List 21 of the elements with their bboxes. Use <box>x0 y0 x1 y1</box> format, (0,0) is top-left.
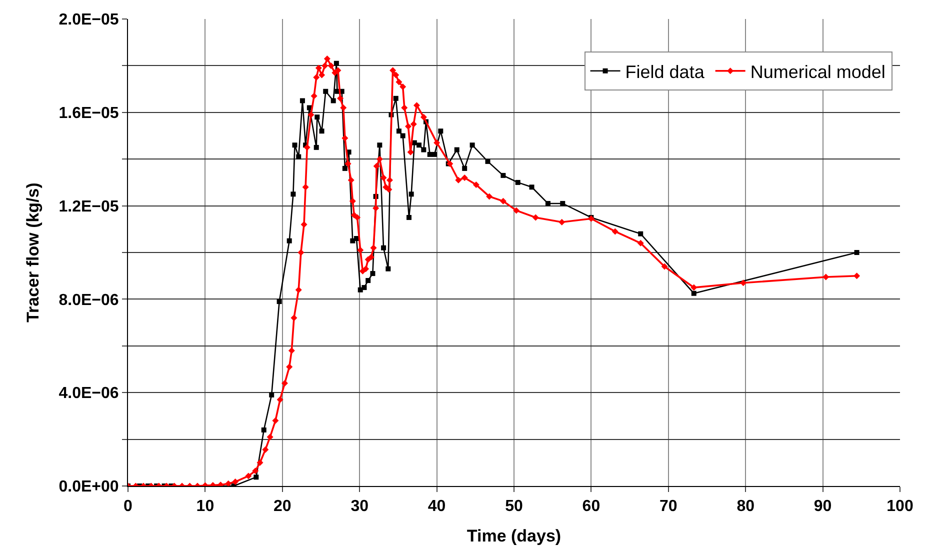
y-tick-label: 1.6E−05 <box>58 105 119 122</box>
y-axis-title: Tracer flow (kg/s) <box>23 182 42 322</box>
x-tick-label: 100 <box>886 498 914 516</box>
x-tick-label: 70 <box>660 498 678 516</box>
x-tick-label: 30 <box>350 498 369 516</box>
x-tick-label: 40 <box>428 498 446 516</box>
y-tick-label: 4.0E−06 <box>58 385 119 402</box>
y-tick-label: 8.0E−06 <box>58 292 119 309</box>
x-tick-label: 60 <box>582 498 600 516</box>
y-tick-label: 1.2E−05 <box>58 198 119 216</box>
x-tick-label: 50 <box>505 498 523 516</box>
x-tick-label: 20 <box>274 498 292 516</box>
x-axis-title: Time (days) <box>466 526 562 546</box>
y-tick-label: 0.0E+00 <box>58 478 119 496</box>
y-tick-label: 2.0E−05 <box>58 12 119 29</box>
x-tick-label: 90 <box>814 498 832 516</box>
legend-label: Field data <box>625 62 706 82</box>
legend-label: Numerical model <box>750 62 886 82</box>
x-tick-label: 0 <box>124 498 133 516</box>
x-tick-label: 80 <box>736 498 755 516</box>
x-tick-label: 10 <box>196 498 214 516</box>
